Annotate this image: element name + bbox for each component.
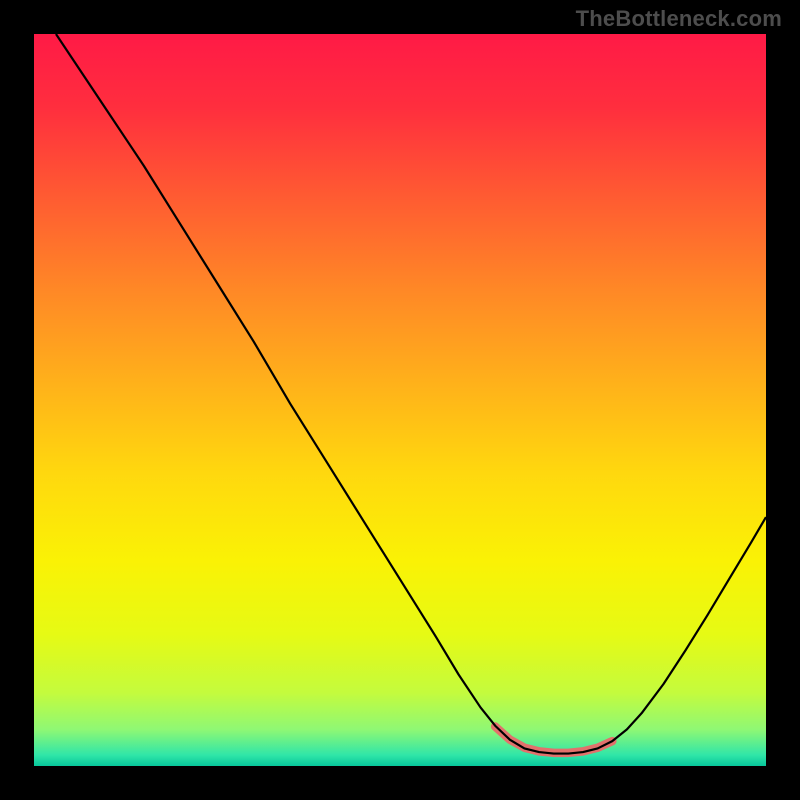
chart-container: TheBottleneck.com <box>0 0 800 800</box>
curve-layer <box>34 34 766 766</box>
watermark-text: TheBottleneck.com <box>576 6 782 32</box>
plot-area <box>34 34 766 766</box>
main-curve <box>56 34 766 754</box>
